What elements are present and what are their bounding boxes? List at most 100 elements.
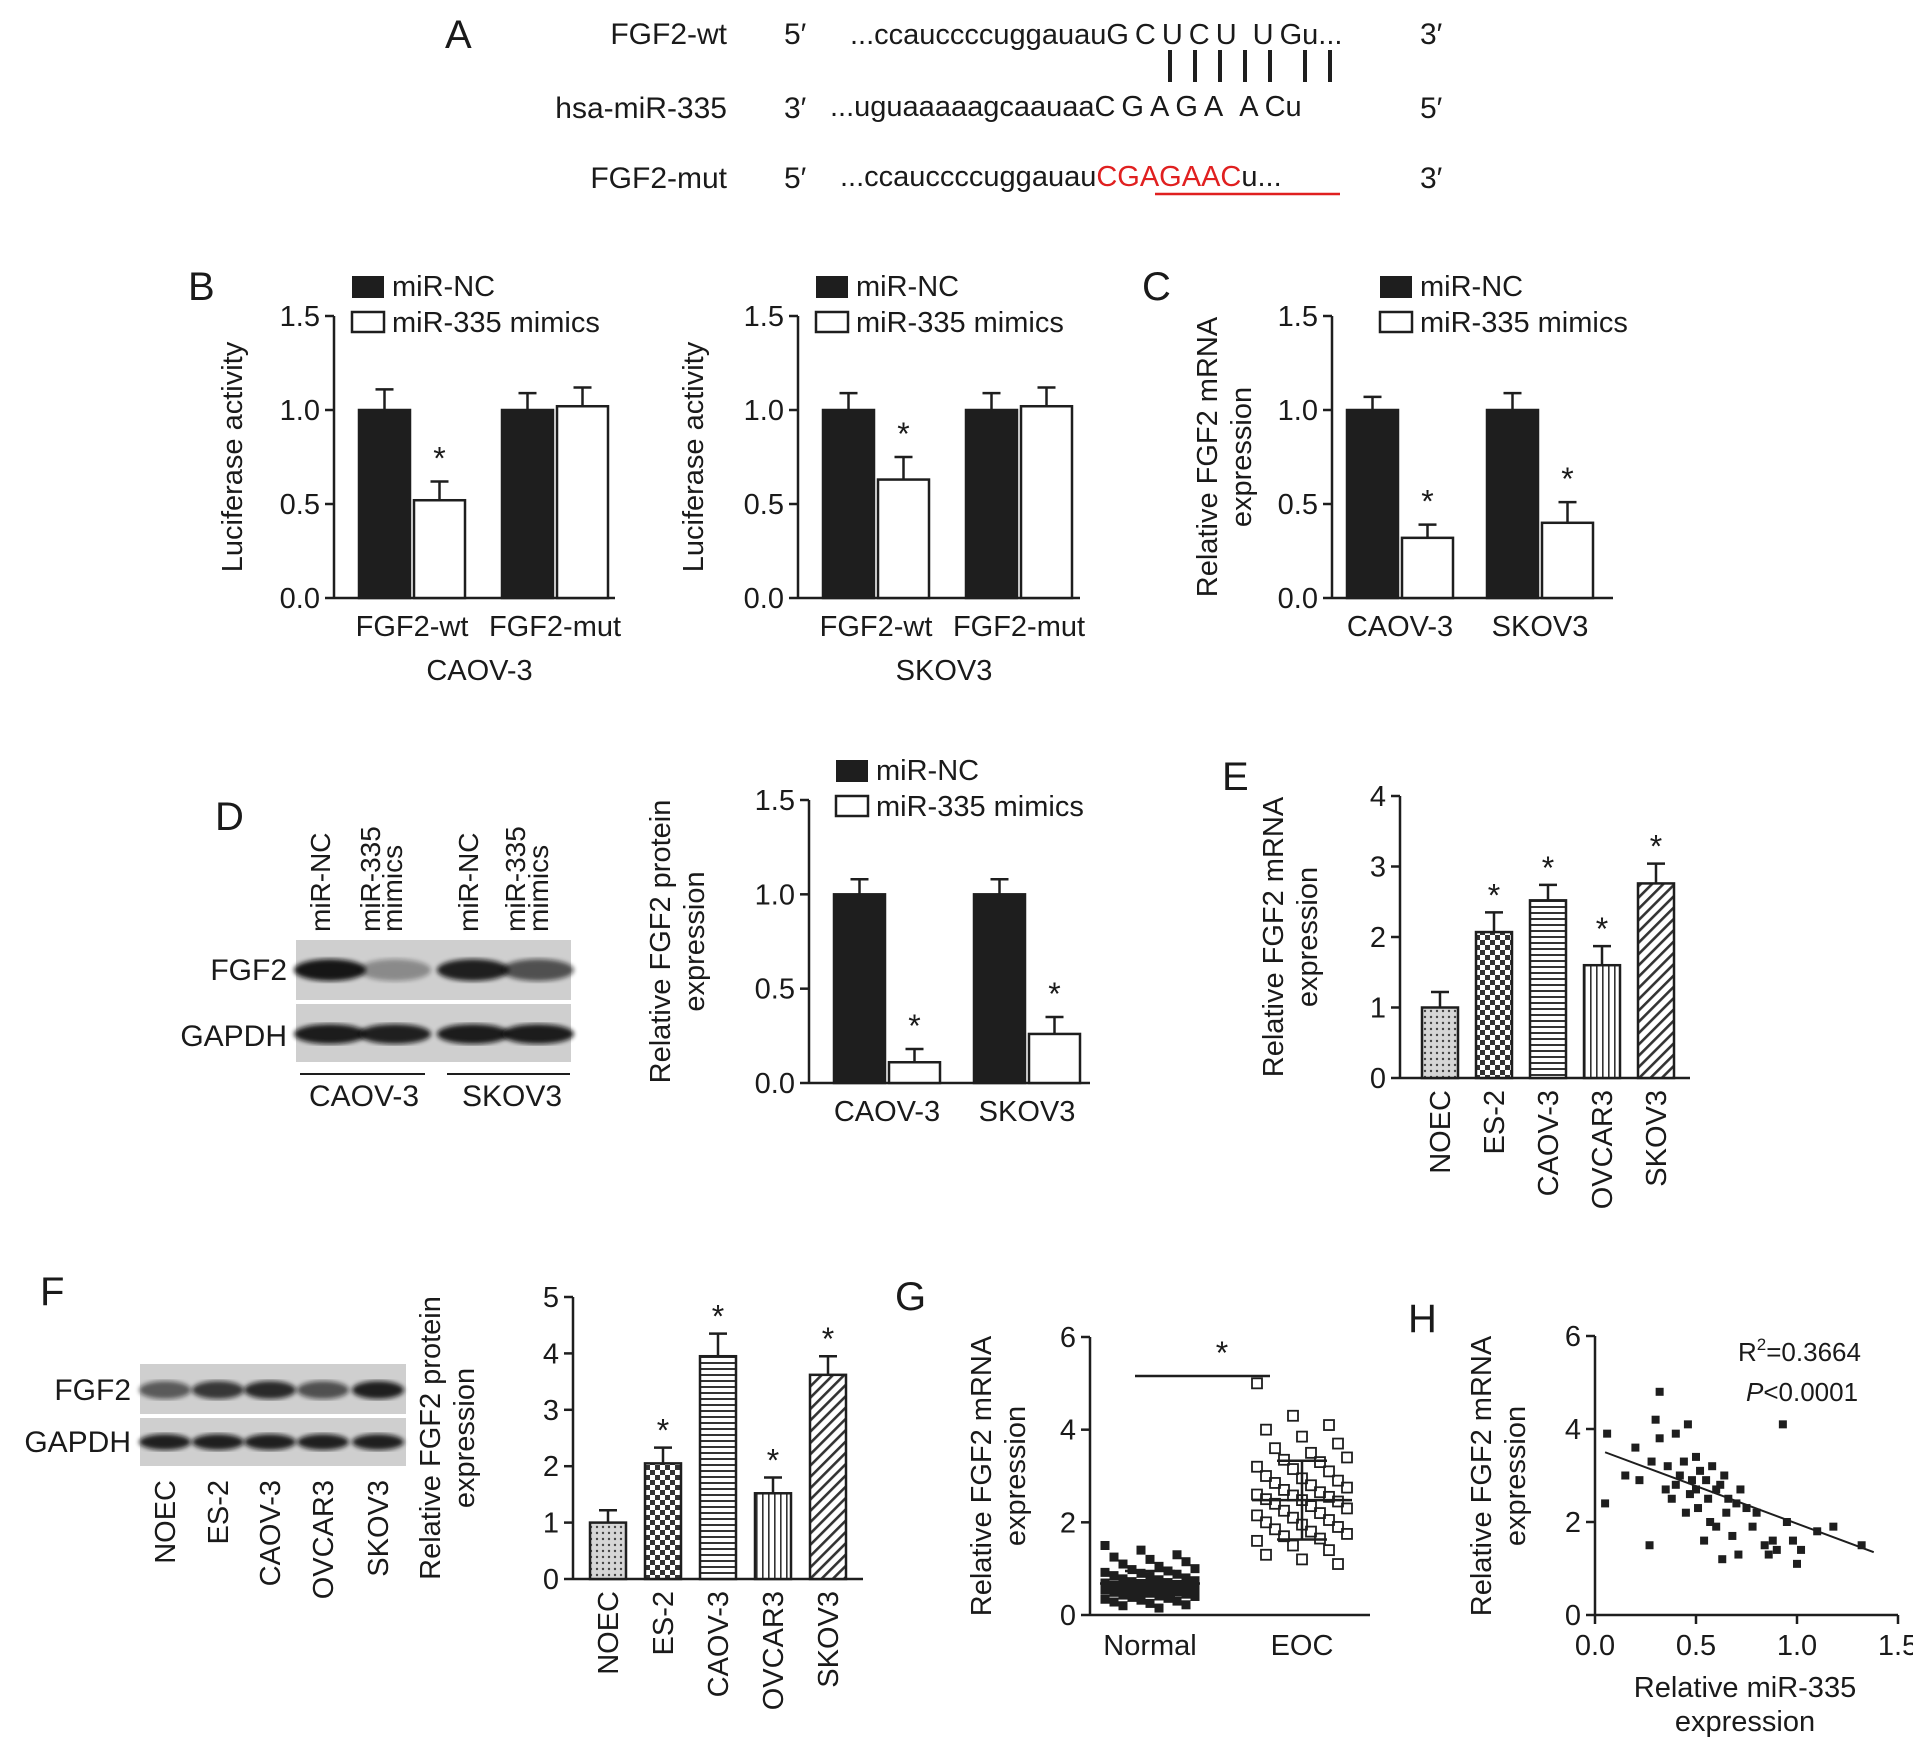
chart-g-point-normal [1127, 1577, 1137, 1587]
chart-g-point-eoc [1287, 1463, 1299, 1475]
chart-b2-legend-mimics-label: miR-335 mimics [856, 307, 1064, 339]
chart-d-bar-nc [972, 893, 1027, 1085]
chart-b1-legend-nc-swatch [352, 276, 384, 298]
chart-g-point-eoc [1260, 1470, 1272, 1482]
chart-h-point [1712, 1522, 1721, 1531]
chart-h-x-tick-label: 0.5 [1676, 1630, 1716, 1662]
chart-g-point-eoc [1251, 1534, 1263, 1547]
chart-h-point [1694, 1504, 1703, 1513]
chart-h-point [1857, 1541, 1866, 1550]
chart-h-point [1692, 1452, 1700, 1461]
chart-g-point-eoc [1332, 1521, 1344, 1533]
chart-f-x-tick-label: OVCAR3 [758, 1591, 790, 1710]
chart-f-significance-star: * [822, 1321, 834, 1357]
chart-g-point-normal [1163, 1593, 1173, 1603]
chart-e-x-tick-label: SKOV3 [1641, 1090, 1673, 1187]
chart-g-point-normal [1127, 1584, 1137, 1594]
chart-h-x-tick-label: 1.5 [1878, 1630, 1913, 1662]
chart-g-point-normal [1181, 1557, 1191, 1567]
chart-f-bar-ovcar3 [753, 1492, 793, 1581]
chart-h-point [1704, 1494, 1713, 1503]
chart-h-point [1655, 1434, 1664, 1443]
chart-g-point-normal [1118, 1574, 1128, 1584]
blot-f-lane-label: NOEC [150, 1480, 182, 1564]
chart-b1-significance-star: * [433, 440, 445, 476]
chart-h-point [1708, 1462, 1717, 1471]
chart-d-y-tick-label: 1.5 [755, 785, 795, 817]
panel-e-letter: E [1222, 755, 1249, 799]
chart-e-bar-skov3 [1636, 882, 1676, 1080]
chart-g-point-eoc [1341, 1481, 1353, 1494]
chart-b1-y-tick-label: 0.0 [280, 583, 320, 615]
chart-f-bar-es-2 [643, 1462, 683, 1581]
chart-b2-legend-nc-label: miR-NC [856, 271, 959, 303]
chart-c-bar-nc [1485, 408, 1540, 600]
chart-d-x-tick-label: CAOV-3 [834, 1096, 940, 1128]
chart-g-y-tick-label: 2 [1060, 1507, 1076, 1539]
chart-h-point [1797, 1545, 1806, 1554]
mir335-3prime: 3′ [784, 92, 807, 125]
chart-g-point-normal [1181, 1600, 1191, 1610]
chart-d-legend-nc-label: miR-NC [876, 755, 979, 787]
chart-b1-bar-nc [357, 408, 412, 600]
chart-d-y-tick-label: 0.5 [755, 974, 795, 1006]
chart-g-point-eoc [1305, 1479, 1317, 1492]
chart-d-bar-nc [832, 893, 887, 1085]
chart-g-point-normal [1100, 1594, 1110, 1604]
blot-f-gapdh-band [192, 1434, 244, 1450]
chart-e-bar-ovcar3 [1582, 963, 1622, 1080]
chart-e-significance-star: * [1488, 877, 1500, 913]
chart-g-point-normal [1109, 1580, 1119, 1590]
blot-f-lane-label: CAOV-3 [255, 1480, 287, 1586]
chart-c-y-tick-label: 1.5 [1278, 301, 1318, 333]
chart-b2-bar-mimics [876, 478, 931, 600]
chart-g-point-eoc [1332, 1495, 1344, 1508]
chart-f-x-tick-label: SKOV3 [813, 1591, 845, 1688]
chart-g-point-normal [1109, 1597, 1119, 1607]
mir335-label: hsa-miR-335 [555, 92, 727, 125]
chart-g-point-eoc [1287, 1511, 1299, 1524]
chart-h-point [1752, 1508, 1761, 1517]
chart-g-point-normal [1154, 1575, 1164, 1585]
chart-g-x-tick-label: EOC [1271, 1630, 1334, 1662]
chart-b1-bar-mimics [555, 404, 610, 600]
chart-h: 0 2 4 6 0.0 0.5 1.0 1.5 R2=0.3664 P<0.0001 Relativ… [1466, 1321, 1913, 1738]
chart-f-significance-star: * [712, 1299, 724, 1335]
chart-g-point-eoc [1296, 1430, 1308, 1443]
chart-h-point [1764, 1550, 1773, 1559]
chart-g-point-normal [1109, 1587, 1119, 1597]
chart-e-bar-caov-3 [1528, 899, 1568, 1080]
chart-h-point [1645, 1541, 1654, 1550]
chart-h-point [1661, 1485, 1670, 1494]
chart-d-y-label: expression [679, 871, 711, 1011]
chart-f-y-tick-label: 3 [543, 1395, 559, 1427]
chart-c-y-label: expression [1226, 387, 1258, 527]
chart-h-point [1671, 1429, 1680, 1438]
chart-f-x-tick-label: ES-2 [648, 1591, 680, 1655]
blot-d-lane-label: miR-335 [355, 826, 386, 932]
fgf2-wt-5prime: 5′ [784, 18, 807, 51]
blot-f-gapdh-label: GAPDH [24, 1426, 131, 1459]
chart-h-x-tick-label: 1.0 [1777, 1630, 1817, 1662]
chart-h-point [1655, 1387, 1664, 1396]
chart-g-point-eoc [1305, 1446, 1317, 1459]
blot-f-gapdh-band [244, 1434, 296, 1450]
chart-g-point-normal [1118, 1582, 1128, 1592]
chart-h-point [1675, 1471, 1684, 1480]
chart-g-point-eoc [1269, 1523, 1281, 1536]
chart-g-point-normal [1181, 1573, 1191, 1583]
chart-h-point [1647, 1457, 1656, 1466]
chart-g-point-normal [1154, 1561, 1164, 1571]
chart-d-significance-star: * [908, 1008, 920, 1044]
chart-f-bar-skov3 [808, 1373, 848, 1581]
chart-g-point-eoc [1251, 1509, 1263, 1522]
chart-g-point-normal [1118, 1590, 1128, 1600]
chart-e-x-tick-label: OVCAR3 [1587, 1090, 1619, 1209]
chart-h-point [1782, 1518, 1791, 1526]
chart-b2-bar-nc [964, 408, 1019, 600]
chart-b2-bar-mimics [1019, 404, 1074, 600]
chart-h-point [1760, 1541, 1769, 1550]
chart-h-point [1663, 1462, 1672, 1471]
